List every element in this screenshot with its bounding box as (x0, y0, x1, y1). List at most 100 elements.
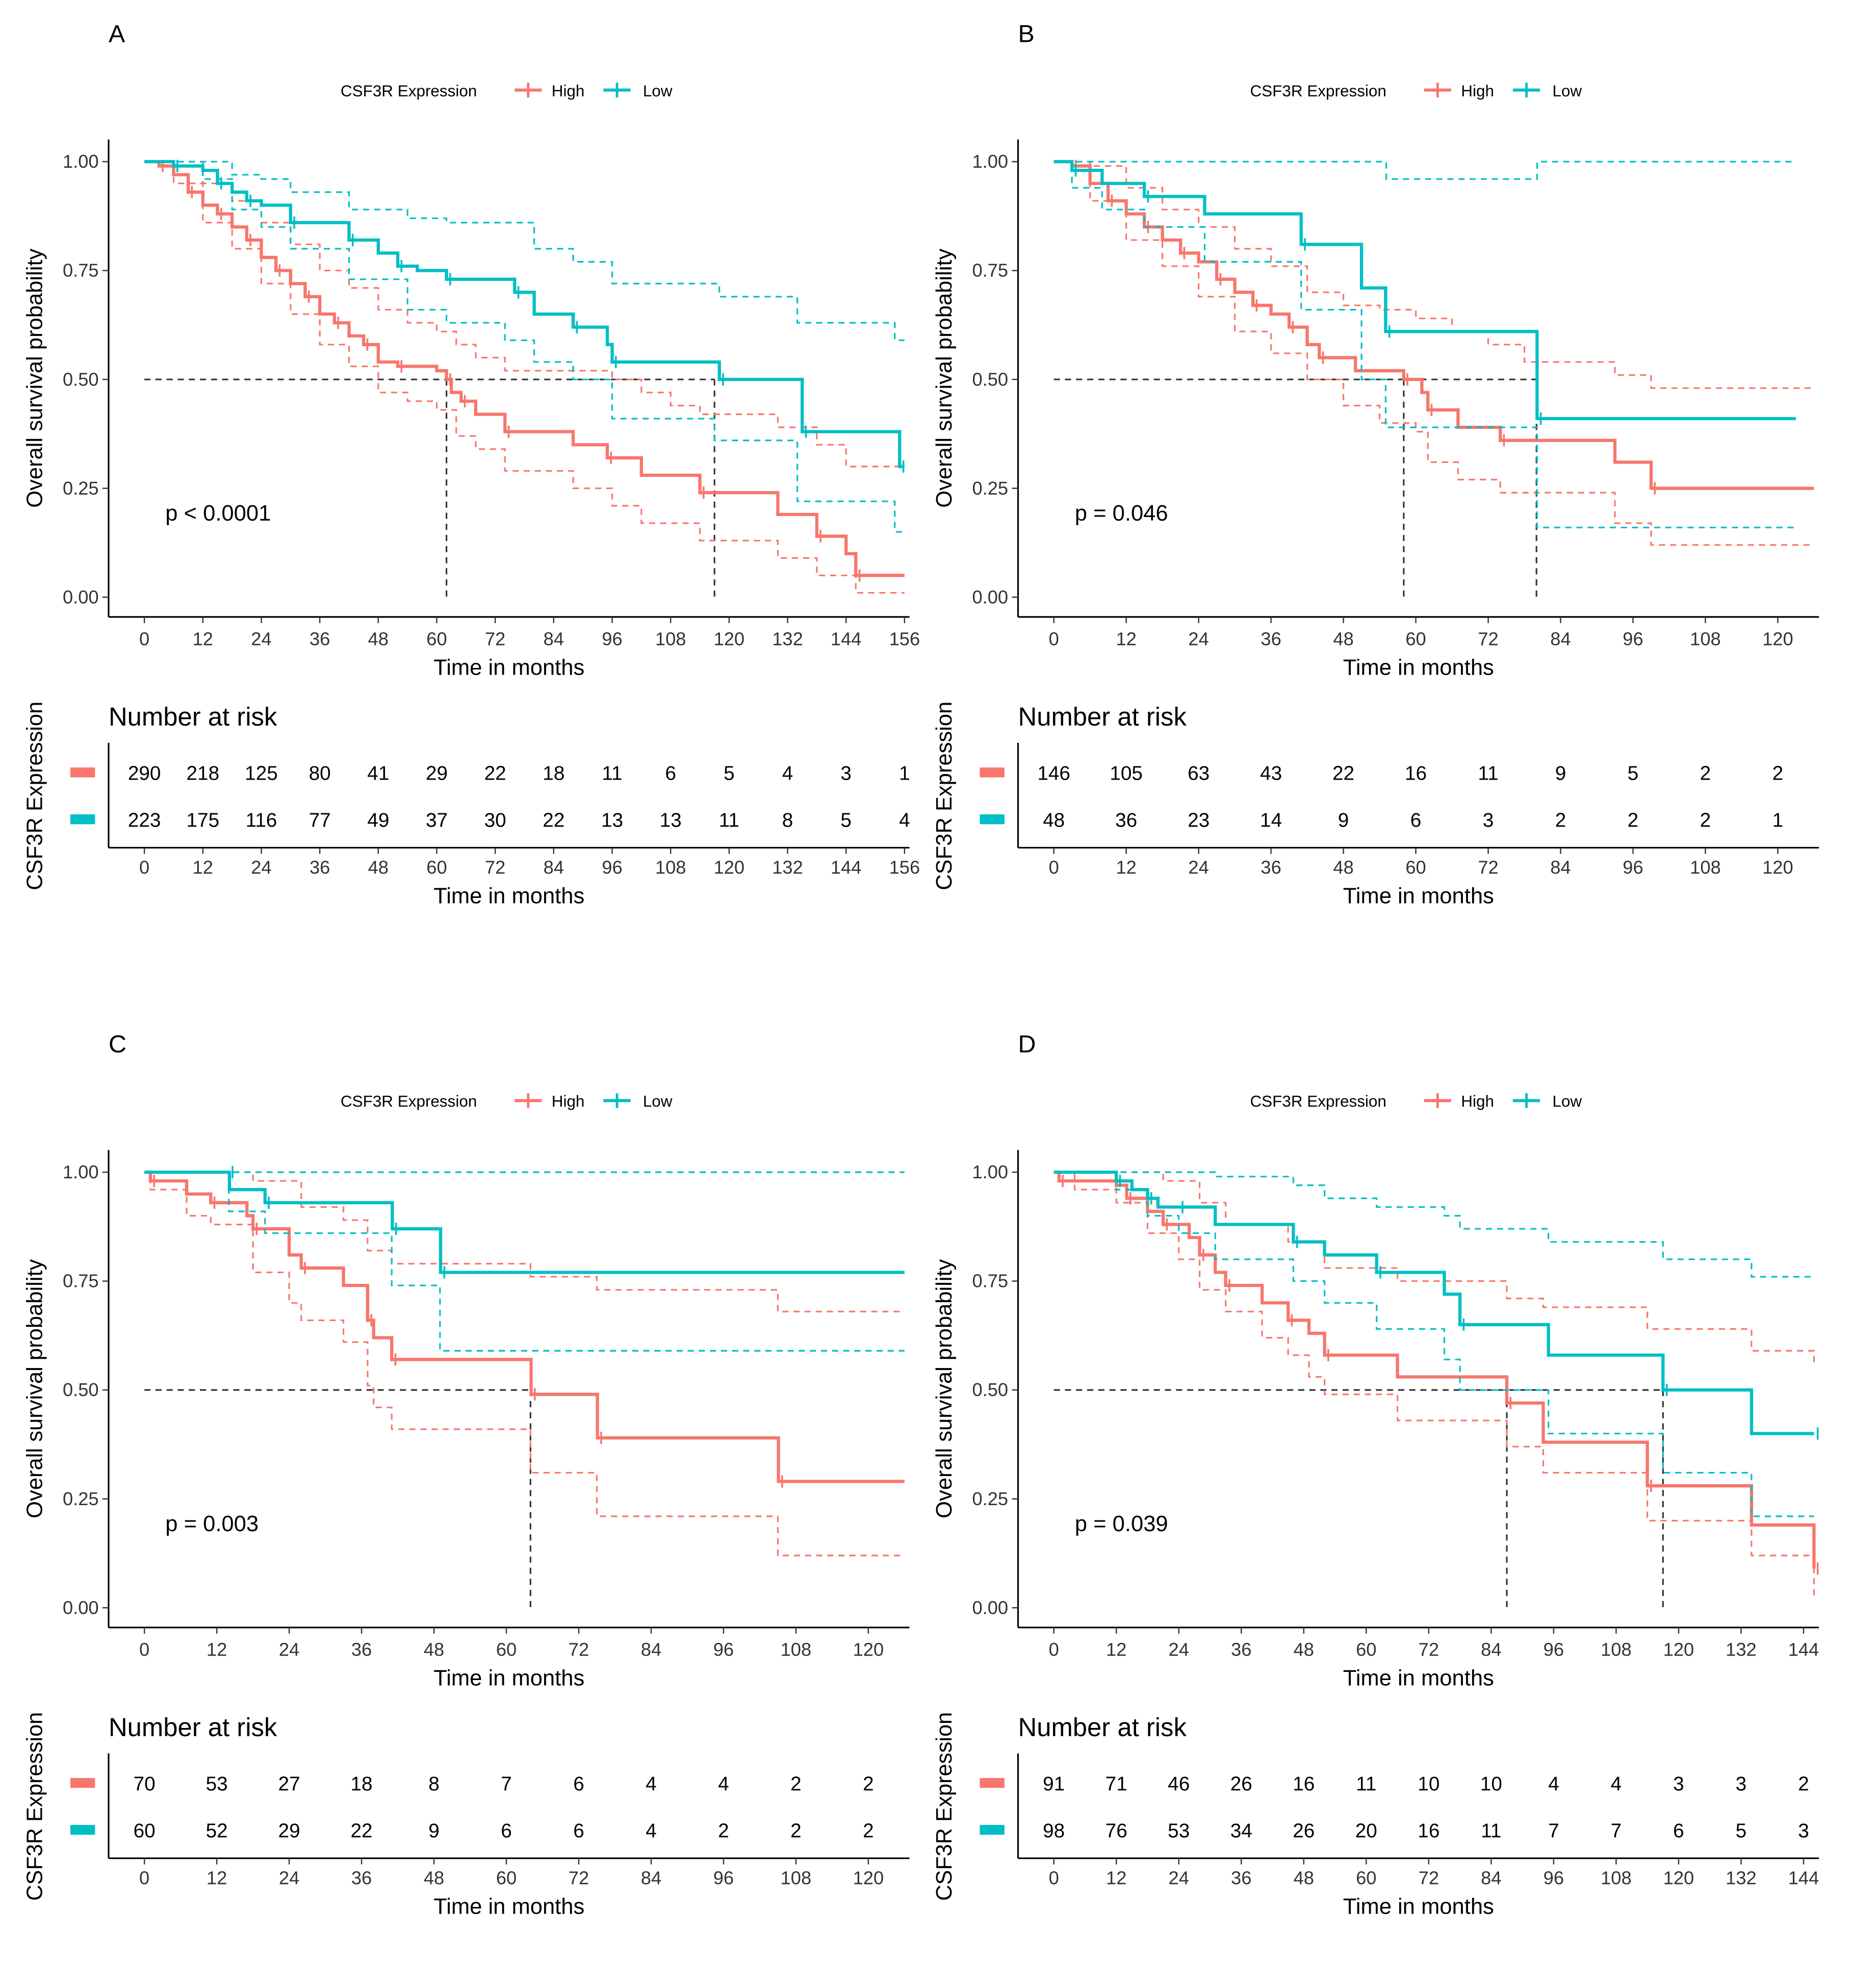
risk-x-tick-label: 36 (351, 1867, 372, 1888)
ci-lower-low (144, 1171, 905, 1352)
risk-x-tick-label: 48 (424, 1867, 444, 1888)
risk-table-title: Number at risk (109, 1713, 277, 1742)
risk-count: 125 (245, 762, 278, 784)
risk-count: 9 (428, 1820, 440, 1842)
x-tick-label: 36 (351, 1639, 372, 1660)
risk-count: 91 (1043, 1773, 1065, 1795)
risk-x-tick-label: 84 (1550, 857, 1571, 877)
risk-x-tick-label: 48 (368, 857, 389, 877)
y-axis-title: Overall survival probability (22, 1259, 47, 1518)
risk-count: 2 (790, 1773, 802, 1795)
risk-table-title: Number at risk (1018, 1713, 1187, 1742)
risk-x-tick-label: 36 (1231, 1867, 1251, 1888)
risk-row-swatch-low (980, 1825, 1005, 1835)
x-tick-label: 96 (1623, 629, 1643, 650)
ci-lower-high (144, 161, 905, 594)
panel-label: D (1018, 1030, 1036, 1058)
risk-x-tick-label: 84 (641, 1867, 661, 1888)
risk-count: 2 (1798, 1773, 1809, 1795)
x-axis-title: Time in months (433, 656, 584, 680)
series-low (144, 1166, 905, 1352)
risk-count: 4 (718, 1773, 729, 1795)
risk-table-title: Number at risk (1018, 702, 1187, 731)
legend: CSF3R Expression High Low (341, 1093, 673, 1111)
km-svg: B CSF3R Expression High Low 0.00 0.25 0.50 0.75… (932, 20, 1819, 908)
risk-count: 7 (1548, 1820, 1559, 1842)
panel-label: B (1018, 20, 1035, 47)
risk-y-axis-title: CSF3R Expression (932, 1712, 957, 1901)
x-tick-label: 36 (1261, 629, 1281, 650)
risk-x-tick-label: 36 (1261, 857, 1281, 877)
risk-count: 6 (1673, 1820, 1684, 1842)
x-tick-label: 156 (889, 629, 920, 650)
series-low (144, 160, 905, 533)
risk-count: 2 (1700, 809, 1711, 831)
risk-count: 70 (134, 1773, 156, 1795)
risk-count: 5 (840, 809, 852, 831)
risk-count: 16 (1405, 762, 1427, 784)
survival-curve-low (144, 160, 905, 469)
x-tick-label: 60 (1405, 629, 1426, 650)
km-panel-b: B CSF3R Expression High Low 0.00 0.25 0.50 0.75… (910, 0, 1835, 977)
risk-x-tick-label: 96 (1623, 857, 1643, 877)
risk-count: 13 (660, 809, 682, 831)
panel-label: A (109, 20, 125, 47)
p-value: p = 0.046 (1075, 501, 1168, 526)
x-tick-label: 72 (485, 629, 505, 650)
risk-count: 2 (863, 1773, 874, 1795)
risk-x-tick-label: 96 (1544, 1867, 1564, 1888)
survival-curve-low (144, 1170, 905, 1274)
y-tick-label: 0.00 (63, 1597, 99, 1618)
risk-count: 290 (128, 762, 161, 784)
risk-x-tick-label: 0 (1049, 857, 1059, 877)
risk-count: 53 (206, 1773, 228, 1795)
x-tick-label: 84 (1550, 629, 1571, 650)
risk-x-tick-label: 156 (889, 857, 920, 877)
risk-count: 77 (309, 809, 331, 831)
x-tick-label: 48 (424, 1639, 444, 1660)
risk-x-axis-title: Time in months (433, 1894, 584, 1919)
p-value: p = 0.003 (165, 1512, 259, 1536)
legend-label-high: High (552, 82, 585, 100)
x-tick-label: 36 (310, 629, 330, 650)
x-axis-title: Time in months (433, 1666, 584, 1691)
risk-count: 6 (573, 1773, 584, 1795)
risk-x-tick-label: 24 (1169, 1867, 1189, 1888)
risk-count: 2 (1772, 762, 1784, 784)
x-tick-label: 24 (1188, 629, 1209, 650)
x-tick-label: 0 (1049, 1639, 1059, 1660)
legend: CSF3R Expression High Low (1250, 82, 1582, 100)
x-tick-label: 120 (853, 1639, 884, 1660)
legend-label-low: Low (1552, 82, 1582, 100)
y-tick-label: 0.50 (63, 369, 99, 390)
x-tick-label: 96 (713, 1639, 734, 1660)
risk-row-swatch-high (980, 767, 1005, 778)
legend-label-low: Low (643, 82, 673, 100)
risk-count: 20 (1355, 1820, 1377, 1842)
risk-count: 3 (1736, 1773, 1747, 1795)
risk-count: 23 (1188, 809, 1210, 831)
y-axis-title: Overall survival probability (932, 1259, 957, 1518)
risk-count: 11 (1478, 762, 1498, 784)
y-tick-label: 1.00 (972, 1161, 1008, 1182)
p-value: p < 0.0001 (165, 501, 271, 526)
risk-count: 7 (1611, 1820, 1622, 1842)
risk-count: 16 (1418, 1820, 1439, 1842)
x-tick-label: 12 (1116, 629, 1136, 650)
risk-count: 9 (1555, 762, 1566, 784)
legend-item-low: Low (1512, 82, 1582, 100)
risk-x-tick-label: 132 (772, 857, 803, 877)
legend-label-high: High (1461, 1093, 1494, 1111)
risk-x-tick-label: 60 (1405, 857, 1426, 877)
x-tick-label: 108 (655, 629, 686, 650)
y-tick-label: 0.25 (972, 1488, 1008, 1509)
risk-count: 60 (134, 1820, 156, 1842)
risk-count: 2 (790, 1820, 802, 1842)
p-value: p = 0.039 (1075, 1512, 1168, 1536)
legend-title: CSF3R Expression (341, 82, 477, 100)
survival-curve-low (1053, 160, 1796, 421)
y-tick-label: 0.25 (63, 1488, 99, 1509)
risk-count: 3 (1483, 809, 1494, 831)
risk-x-tick-label: 72 (1419, 1867, 1439, 1888)
x-tick-label: 144 (1788, 1639, 1819, 1660)
